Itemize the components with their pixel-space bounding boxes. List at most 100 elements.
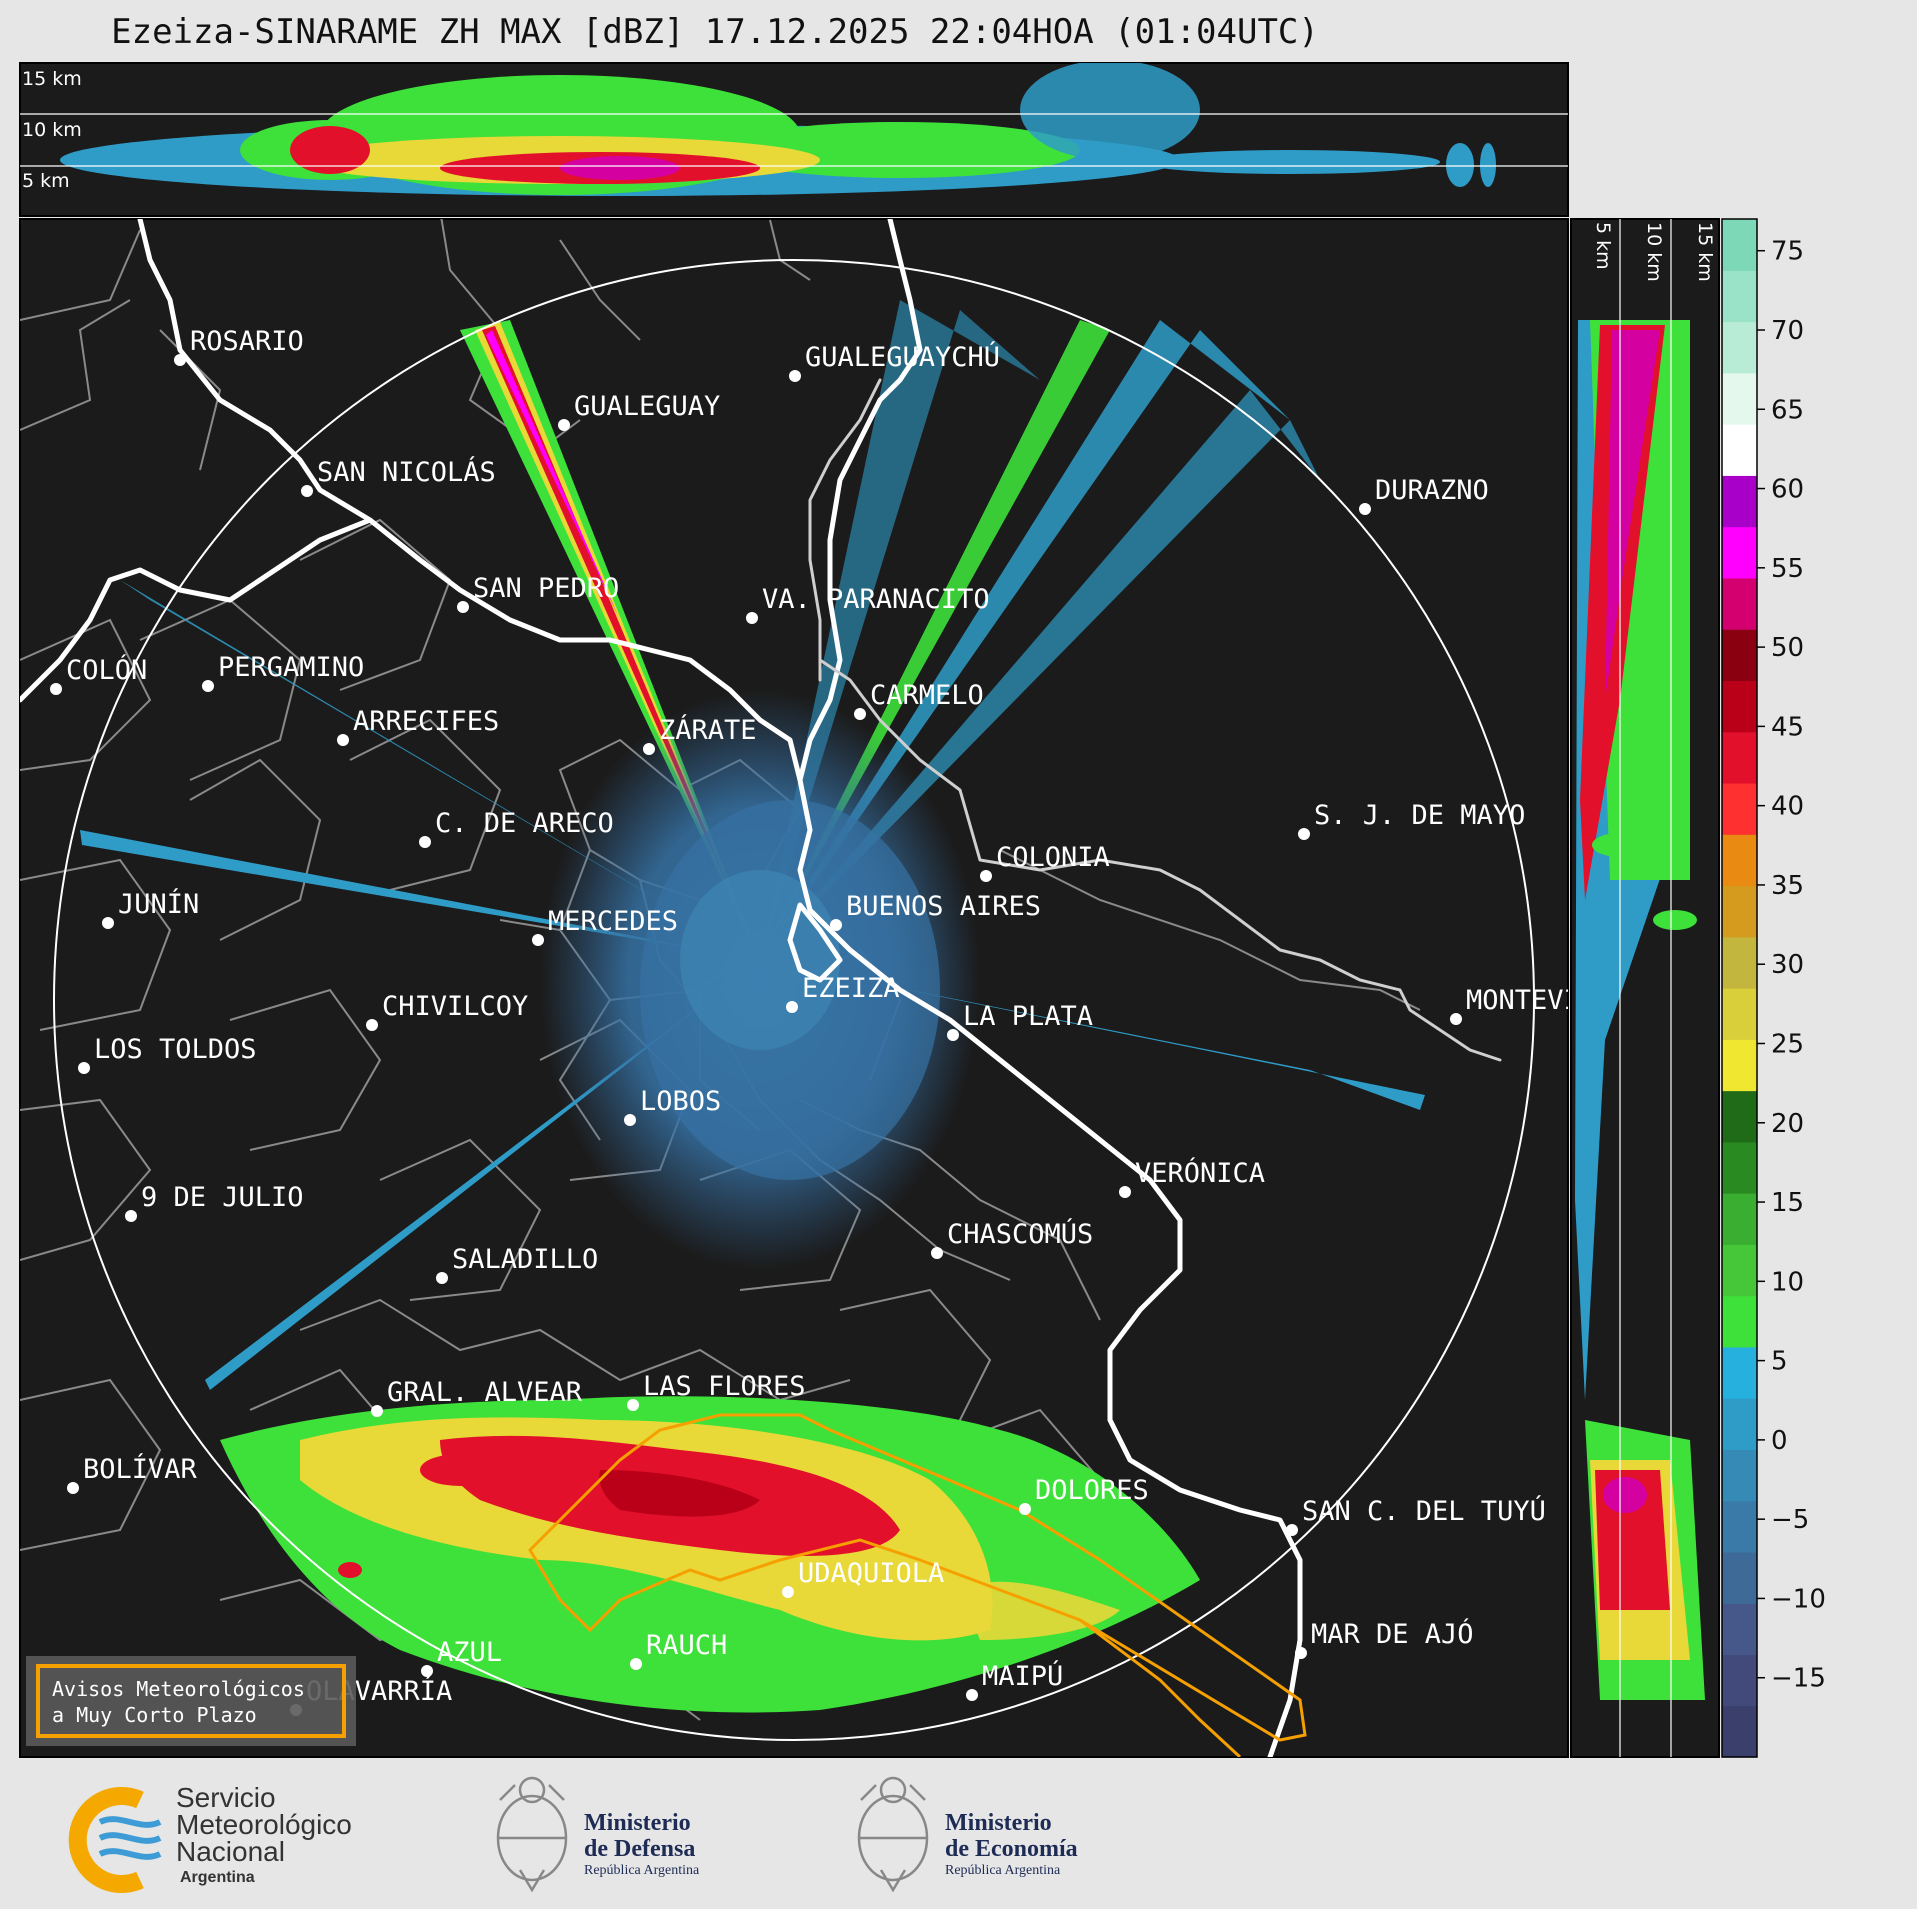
city-label: SALADILLO xyxy=(452,1244,598,1275)
city-marker xyxy=(558,419,570,431)
city-label: CHIVILCOY xyxy=(382,991,528,1022)
city-marker xyxy=(980,870,992,882)
city-label: SAN C. DEL TUYÚ xyxy=(1302,1495,1546,1527)
city-label: UDAQUIOLA xyxy=(798,1558,944,1589)
city-marker xyxy=(532,934,544,946)
city-marker xyxy=(854,708,866,720)
smn-line1: Servicio xyxy=(176,1782,276,1813)
city-label: S. J. DE MAYO xyxy=(1314,800,1525,831)
colorbar-segment xyxy=(1722,1398,1757,1450)
city-label: RAUCH xyxy=(646,1630,727,1661)
colorbar-tick-label: 20 xyxy=(1771,1109,1804,1139)
colorbar-segment xyxy=(1722,1654,1757,1707)
city-marker xyxy=(746,612,758,624)
city-label: ZÁRATE xyxy=(659,714,757,746)
city-marker xyxy=(789,370,801,382)
colorbar-segment xyxy=(1722,1090,1757,1143)
colorbar-segment xyxy=(1722,424,1757,476)
colorbar-segment xyxy=(1722,1705,1757,1758)
top-height-label-10: 10 km xyxy=(22,119,82,141)
side-cross-section-panel: 5 km 10 km 15 km xyxy=(1570,218,1720,1758)
warnings-legend-line2: a Muy Corto Plazo xyxy=(52,1703,257,1727)
city-marker xyxy=(1295,1647,1307,1659)
city-marker xyxy=(202,680,214,692)
city-marker xyxy=(174,354,186,366)
colorbar-segment xyxy=(1722,885,1757,938)
range-ring xyxy=(53,259,1535,1741)
colorbar-segment xyxy=(1722,1039,1757,1092)
city-label: MAR DE AJÓ xyxy=(1311,1618,1474,1650)
city-marker xyxy=(966,1689,978,1701)
city-label: LAS FLORES xyxy=(643,1371,806,1402)
city-label: COLONIA xyxy=(996,842,1110,873)
colorbar-segment xyxy=(1722,1603,1757,1656)
city-marker xyxy=(624,1114,636,1126)
smn-emblem-icon xyxy=(68,1787,162,1893)
map-title: Ezeiza-SINARAME ZH MAX [dBZ] 17.12.2025 … xyxy=(111,12,1319,52)
city-marker xyxy=(643,743,655,755)
city-marker xyxy=(67,1482,79,1494)
city-label: VERÓNICA xyxy=(1135,1157,1265,1189)
colorbar-segment xyxy=(1722,1346,1757,1399)
city-label: LA PLATA xyxy=(963,1001,1093,1032)
colorbar-segment xyxy=(1722,834,1757,887)
colorbar-segment xyxy=(1722,1449,1757,1502)
colorbar-tick-label: 30 xyxy=(1771,950,1804,980)
city-marker xyxy=(1298,828,1310,840)
city-label: GUALEGUAY xyxy=(574,391,720,422)
colorbar-segment xyxy=(1722,475,1757,528)
city-label: CHASCOMÚS xyxy=(947,1218,1093,1250)
city-label: MERCEDES xyxy=(548,906,678,937)
national-coat-of-arms-icon-2 xyxy=(857,1776,929,1893)
warnings-legend-swatch xyxy=(36,1664,346,1738)
city-label: LOBOS xyxy=(640,1086,721,1117)
city-label: C. DE ARECO xyxy=(435,808,614,839)
city-marker xyxy=(125,1210,137,1222)
city-marker xyxy=(1119,1186,1131,1198)
city-markers: ROSARIO GUALEGUAYCHÚ GUALEGUAY SAN NICOLÁS D… xyxy=(50,326,1568,1716)
colorbar-segment xyxy=(1722,1244,1757,1297)
national-coat-of-arms-icon xyxy=(496,1776,568,1893)
city-marker xyxy=(1286,1524,1298,1536)
city-marker xyxy=(1019,1503,1031,1515)
city-marker xyxy=(102,917,114,929)
city-label: LOS TOLDOS xyxy=(94,1034,257,1065)
colorbar-tick-label: −15 xyxy=(1771,1664,1826,1694)
economia-line3: República Argentina xyxy=(945,1863,1061,1878)
city-marker xyxy=(50,683,62,695)
colorbar-tick-label: 75 xyxy=(1771,237,1804,267)
city-label: AZUL xyxy=(437,1637,502,1668)
warning-polygons xyxy=(528,1413,1307,1757)
side-height-label-15: 15 km xyxy=(1694,222,1716,282)
top-height-label-15: 15 km xyxy=(22,68,82,90)
colorbar-tick-label: 0 xyxy=(1771,1426,1788,1456)
colorbar-segment xyxy=(1722,936,1757,989)
colorbar-tick-label: 25 xyxy=(1771,1029,1804,1059)
city-marker xyxy=(1450,1013,1462,1025)
colorbar-tick-label: 55 xyxy=(1771,554,1804,584)
smn-logo: Servicio Meteorológico Nacional Argentin… xyxy=(68,1782,352,1893)
colorbar-tick-label: 60 xyxy=(1771,475,1804,505)
colorbar-tick-label: 65 xyxy=(1771,395,1804,425)
colorbar-segment xyxy=(1722,1141,1757,1194)
economia-line2: de Economía xyxy=(945,1836,1078,1862)
colorbar-segment xyxy=(1722,782,1757,835)
colorbar-segment xyxy=(1722,270,1757,323)
colorbar-tick-label: 45 xyxy=(1771,712,1804,742)
colorbar-segment xyxy=(1722,372,1757,425)
city-marker xyxy=(931,1247,943,1259)
city-label: GUALEGUAYCHÚ xyxy=(805,341,1000,373)
defensa-line3: República Argentina xyxy=(584,1863,700,1878)
city-marker xyxy=(337,734,349,746)
city-marker xyxy=(782,1586,794,1598)
city-label: ROSARIO xyxy=(190,326,304,357)
colorbar-segment xyxy=(1722,629,1757,681)
colorbar-segment xyxy=(1722,988,1757,1040)
smn-line2: Meteorológico xyxy=(176,1809,352,1840)
city-marker xyxy=(1359,503,1371,515)
defensa-line1: Ministerio xyxy=(584,1810,691,1836)
economia-line1: Ministerio xyxy=(945,1810,1052,1836)
defensa-line2: de Defensa xyxy=(584,1836,695,1862)
smn-line4: Argentina xyxy=(180,1869,255,1886)
